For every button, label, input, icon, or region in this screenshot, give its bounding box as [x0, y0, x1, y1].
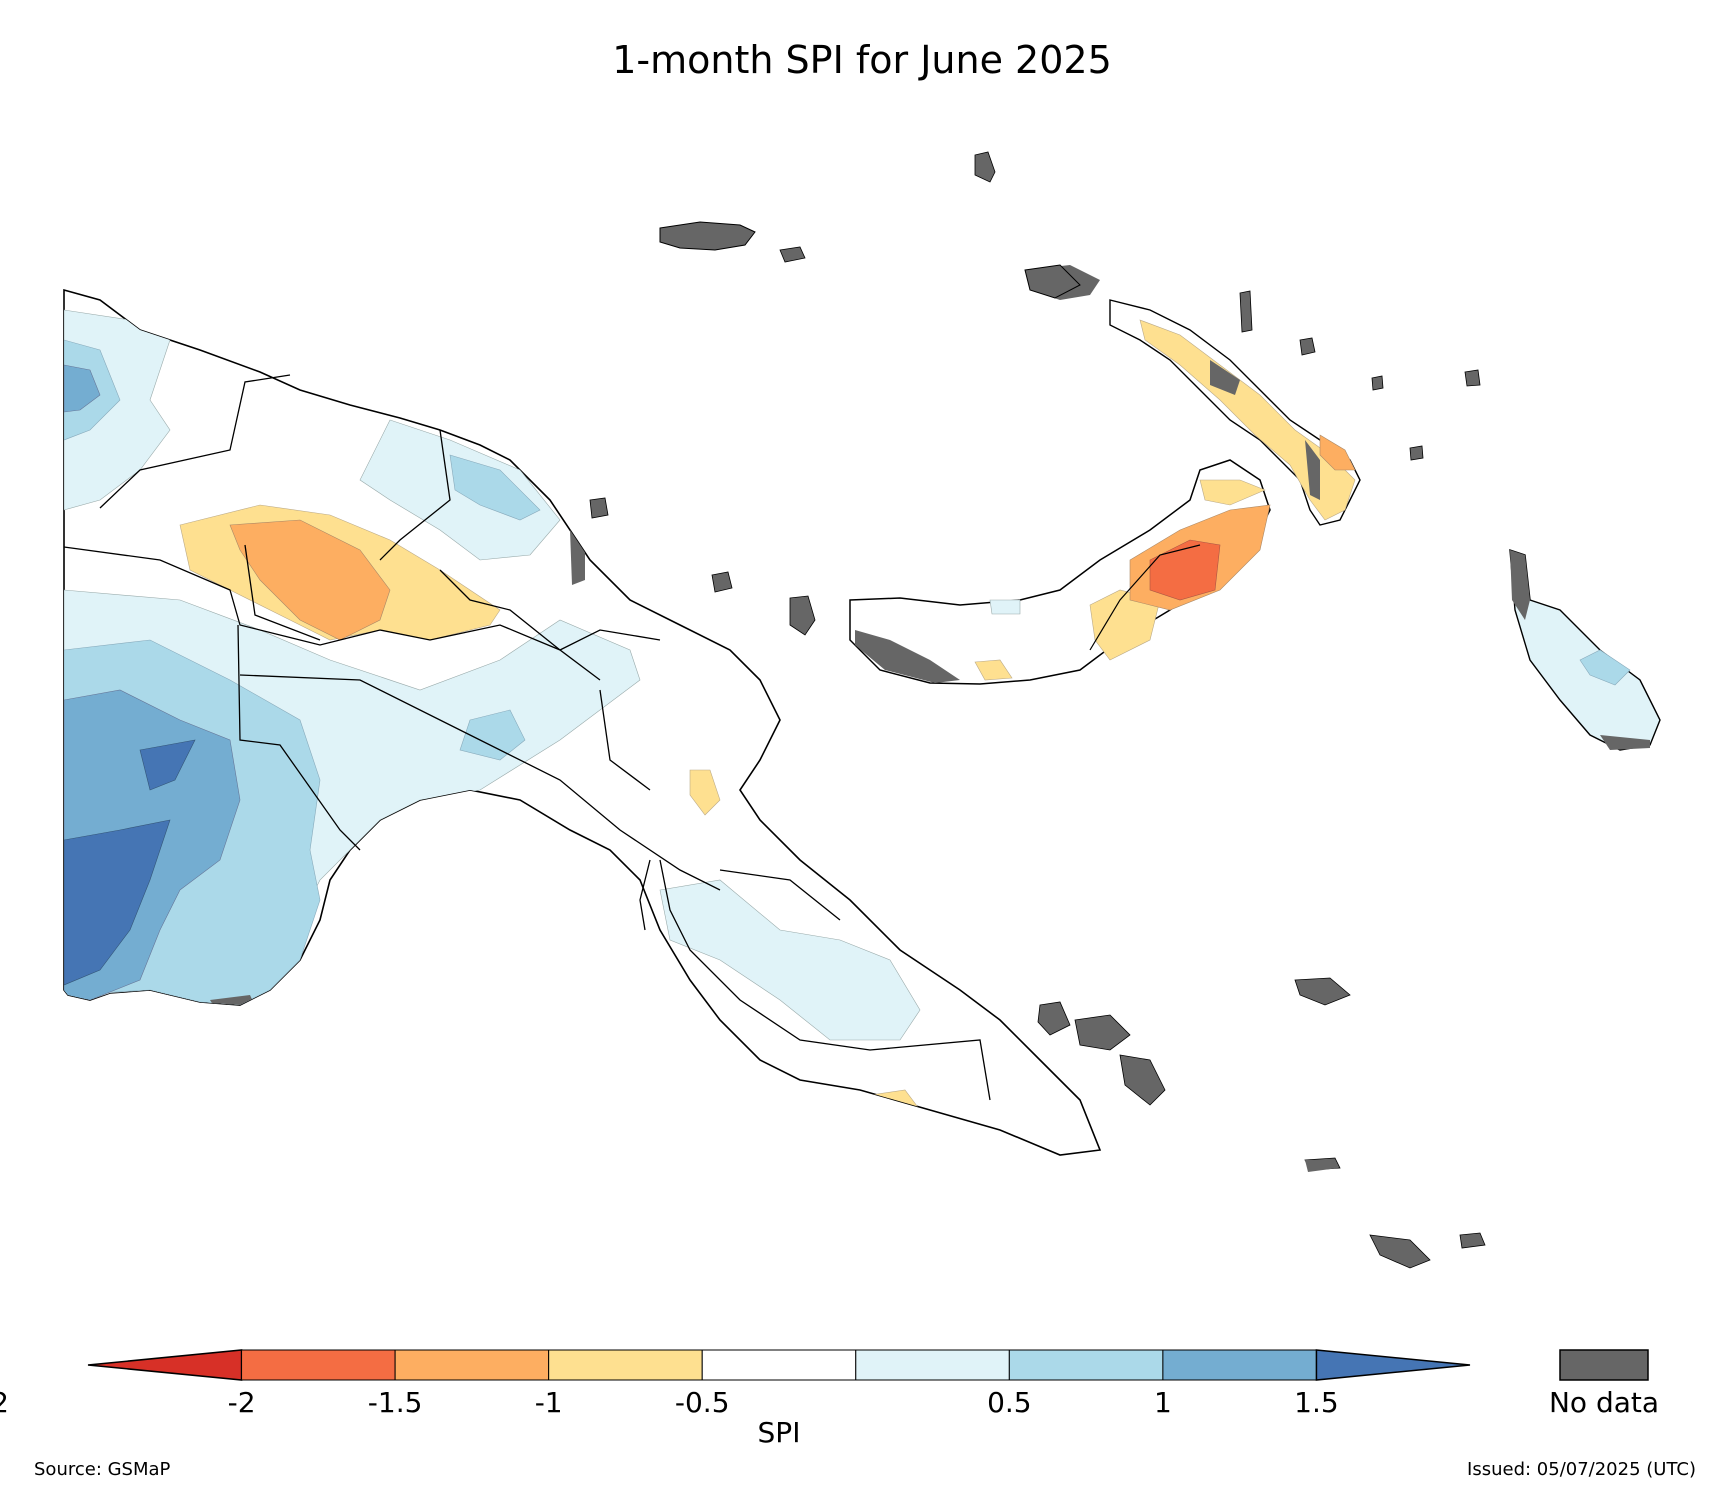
new-britain-spi-red	[1149, 539, 1221, 601]
colorbar-bin	[548, 1349, 703, 1381]
colorbar-tick-label: 1	[1154, 1386, 1172, 1419]
colorbar-extend-high	[1315, 1349, 1471, 1381]
new-hanover-island	[1024, 264, 1081, 299]
colorbar-bin	[241, 1349, 396, 1381]
colorbar-bin	[701, 1349, 857, 1381]
colorbar-bin	[855, 1349, 1010, 1381]
nodata-swatch	[1559, 1349, 1649, 1381]
colorbar-bin	[1162, 1349, 1317, 1381]
manus-island	[659, 221, 756, 251]
new-britain-province-line	[1089, 544, 1201, 651]
bougainville-nodata-north	[1510, 550, 1530, 620]
nodata-label: No data	[1549, 1386, 1659, 1419]
new-britain-spi-yellow-south	[974, 659, 1013, 681]
mainland-spi-fills	[64, 309, 921, 1116]
bougainville-spi-medium	[1579, 649, 1631, 686]
umboi-island	[789, 595, 816, 636]
spi-area-west-dark	[64, 364, 101, 413]
lihir-island	[1371, 375, 1384, 391]
colorbar-tick-label: -1	[535, 1386, 563, 1419]
fergusson-island	[1074, 1014, 1131, 1051]
province-boundaries	[63, 374, 991, 1101]
spi-area-southeast-light	[659, 879, 921, 1041]
bougainville-nodata-south	[1600, 735, 1650, 750]
colorbar-tick-label: 1.5	[1294, 1386, 1339, 1419]
colorbar-tick-label: -2	[228, 1386, 256, 1419]
new-ireland-spi-orange	[1319, 434, 1356, 471]
colorbar-tick-label: -1.5	[368, 1386, 423, 1419]
goodenough-island	[1037, 1001, 1071, 1036]
karkar-island	[589, 497, 609, 519]
new-ireland-nodata-2	[1210, 360, 1240, 395]
normanby-island	[1119, 1054, 1166, 1106]
source-text: Source: GSMaP	[34, 1459, 171, 1480]
nodata-legend: No data	[1549, 1349, 1659, 1419]
colorbar-axis-label: SPI	[758, 1416, 801, 1449]
new-britain-island	[849, 459, 1271, 685]
colorbar-bin	[1008, 1349, 1164, 1381]
spi-area-north-medium	[449, 454, 541, 521]
new-britain-spi-yellow	[1089, 589, 1161, 661]
bougainville-island	[1509, 549, 1661, 751]
new-ireland-nodata-3	[1305, 440, 1320, 500]
spi-area-highlands-orange	[229, 519, 391, 641]
misima-island	[1305, 1160, 1338, 1172]
colorbar-bin	[394, 1349, 550, 1381]
tanga-island	[1409, 445, 1424, 461]
colorbar-tick-label: 0.5	[987, 1386, 1032, 1419]
new-britain-spi-yellow-north	[1199, 479, 1266, 506]
spi-area-south-darkest	[64, 819, 171, 986]
mussau-island	[974, 151, 996, 183]
sudest-island	[1369, 1234, 1431, 1269]
colorbar-tick-label: -0.5	[675, 1386, 730, 1419]
mainland-nodata-north	[570, 530, 585, 585]
bukaisland	[1239, 290, 1253, 333]
spi-area-south-darkest-2	[139, 739, 196, 791]
nissan-island	[1464, 369, 1481, 387]
spi-area-north-coast-yellow	[689, 769, 721, 816]
spi-area-central-medium	[459, 709, 526, 761]
rossel-island	[1459, 1232, 1486, 1249]
issued-text: Issued: 05/07/2025 (UTC)	[1467, 1459, 1696, 1480]
map-title: 1-month SPI for June 2025	[612, 38, 1112, 82]
colorbar: -2 -1.5 -1 -0.5 0.5 1 1.5 2	[0, 1349, 1471, 1419]
new-britain-spi-light	[989, 599, 1021, 615]
trobriand-island	[1294, 977, 1351, 1006]
long-island	[711, 571, 733, 593]
manus-islet-1	[779, 246, 806, 263]
colorbar-extend-low	[87, 1349, 243, 1381]
tabar-island	[1299, 337, 1316, 356]
colorbar-tick-label: 2	[0, 1386, 9, 1419]
new-britain-nodata	[855, 630, 960, 683]
